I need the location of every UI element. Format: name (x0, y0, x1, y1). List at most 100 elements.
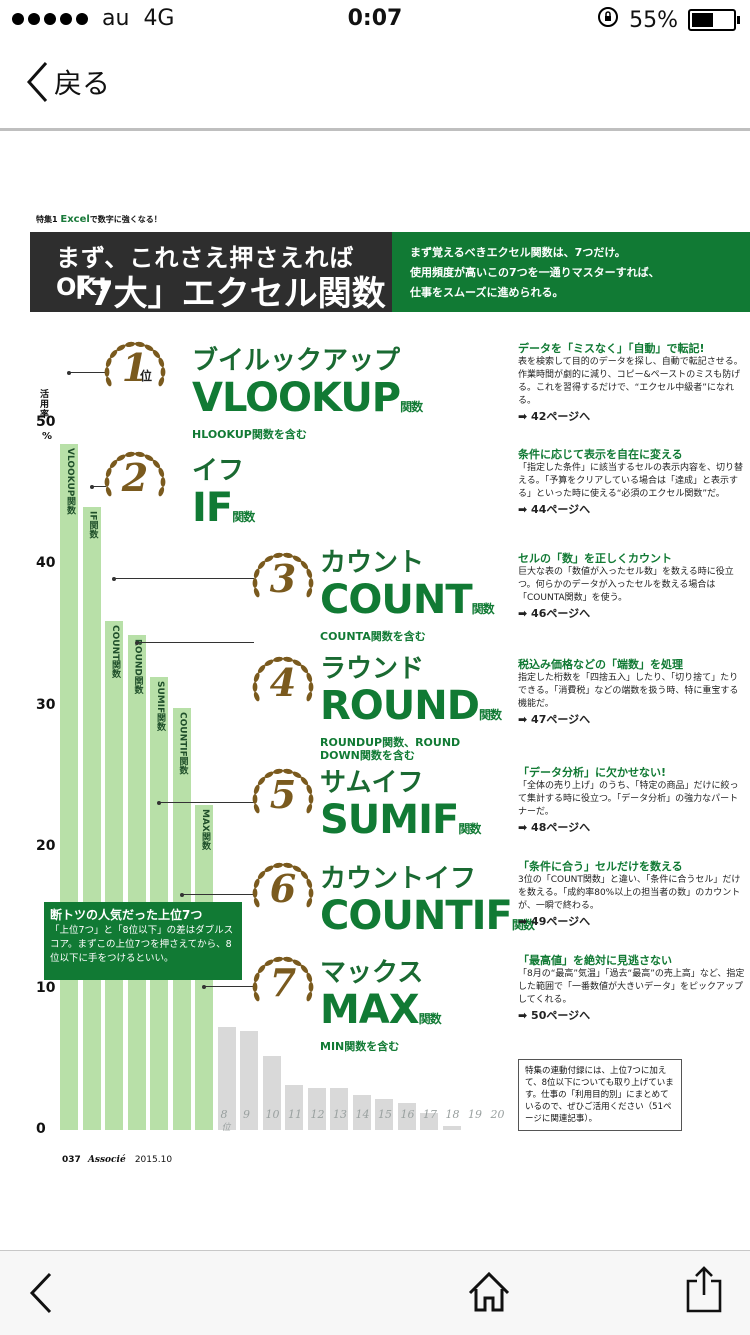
function-kana: マックス (320, 958, 424, 988)
description-heading: データを「ミスなく」「自動」で転記! (518, 342, 705, 355)
title-line-2: 「7大」エクセル関数 (56, 274, 386, 314)
function-title: マックス MAX関数 MIN関数を含む (320, 952, 480, 1053)
chart-bar (375, 1098, 393, 1130)
page-link[interactable]: ➡ 42ページへ (518, 410, 746, 423)
function-kana: カウントイフ (320, 864, 477, 894)
laurel-rank-badge: 6 (248, 858, 318, 928)
page-link[interactable]: ➡ 50ページへ (518, 1009, 746, 1022)
rank-suffix: 位 (140, 369, 153, 383)
arrow-right-icon: ➡ (518, 607, 532, 620)
chart-bar (420, 1113, 438, 1130)
arrow-right-icon: ➡ (518, 713, 532, 726)
rank-number: 6 (269, 866, 297, 911)
page-link[interactable]: ➡ 48ページへ (518, 821, 746, 834)
carrier: au (102, 6, 130, 31)
function-name: SUMIF関数 (320, 797, 481, 843)
description-heading: 「条件に合う」セルだけを数える (518, 860, 683, 873)
callout-box: 断トツの人気だった上位7つ 「上位7つ」と「8位以下」の差はダブルスコア。まずこ… (44, 902, 242, 980)
function-title: イフ IF関数 (192, 450, 255, 538)
page-link[interactable]: ➡ 46ページへ (518, 607, 746, 620)
rank-label: 20 (490, 1108, 505, 1121)
y-tick-label: 50 (36, 413, 56, 430)
function-suffix: 関数 (471, 602, 495, 616)
breadcrumb-rest: で数字に強くなる！ (89, 215, 162, 224)
magazine-page: 特集1 Excelで数字に強くなる！ まず、これさえ押さえればOK! 「7大」エ… (30, 212, 750, 1172)
function-title: サムイフ SUMIF関数 (320, 762, 481, 850)
laurel-rank-badge: 2 (100, 447, 170, 517)
back-button[interactable]: 戻る (24, 60, 110, 104)
rank-label: 9 (243, 1108, 250, 1121)
callout-title: 断トツの人気だった上位7つ (50, 908, 203, 922)
function-title: カウントイフ COUNTIF関数 (320, 858, 535, 946)
chevron-left-icon (29, 1272, 52, 1314)
chart-bar (285, 1084, 303, 1130)
page-link-label: 50ページへ (531, 1009, 591, 1022)
leader-dot (202, 984, 206, 989)
rank-label: 19 (468, 1108, 482, 1121)
function-kana: サムイフ (320, 768, 424, 798)
description-body: 表を検索して目的のデータを探し、自動で転記させる。作業時間が劇的に減り、コピー&… (518, 357, 743, 406)
function-name: ROUND関数 (320, 683, 502, 729)
battery-percent: 55% (629, 7, 678, 33)
page-link-label: 49ページへ (531, 915, 591, 928)
laurel-rank-badge: 5 (248, 764, 318, 834)
function-suffix: 関数 (458, 822, 481, 836)
function-sub: MIN関数を含む (320, 1040, 400, 1053)
leader-dot (134, 640, 139, 645)
page-link-label: 47ページへ (531, 713, 591, 726)
function-description: データを「ミスなく」「自動」で転記! 表を検索して目的のデータを探し、自動で転記さ… (518, 342, 746, 423)
chart-bar (217, 1026, 236, 1130)
function-suffix: 関数 (400, 400, 423, 414)
page-link[interactable]: ➡ 47ページへ (518, 713, 746, 726)
function-description: 税込み価格などの「端数」を処理 指定した桁数を「四捨五入」したり、「切り捨て」たり… (518, 658, 746, 726)
description-heading: 「データ分析」に欠かせない! (518, 766, 667, 779)
function-title: カウント COUNT関数 COUNTA関数を含む (320, 542, 495, 643)
description-body: 「8月の“最高”気温」「過去“最高”の売上高」など、指定した範囲で「一番数値が大… (518, 969, 745, 1005)
bottom-toolbar (0, 1250, 750, 1335)
function-suffix: 関数 (511, 918, 535, 932)
rank-label: 17 (423, 1108, 437, 1121)
leader-dot (112, 576, 116, 581)
arrow-right-icon: ➡ (518, 821, 532, 834)
leader-line (159, 802, 254, 803)
intro-banner: まず覚えるべきエクセル関数は、7つだけ。 使用頻度が高いこの7つを一通りマスター… (392, 232, 750, 312)
rank-label: 11 (288, 1108, 302, 1121)
leader-line (181, 894, 254, 895)
intro-line-1: まず覚えるべきエクセル関数は、7つだけ。 (410, 246, 626, 259)
function-description: セルの「数」を正しくカウント 巨大な表の「数値が入ったセル数」を数える時に役立つ。… (518, 552, 746, 620)
chart-bar (397, 1103, 416, 1130)
page-footer: 037 Associé 2015.10 (62, 1155, 172, 1165)
leader-line (114, 578, 254, 579)
callout-body: 「上位7つ」と「8位以下」の差はダブルスコア。まずこの上位7つを押さえてから、8… (50, 925, 234, 964)
function-kana: ブイルックアップ (192, 346, 401, 376)
rank-label: 16 (400, 1108, 415, 1121)
page-link-label: 42ページへ (531, 410, 591, 423)
status-left: au 4G (12, 6, 174, 31)
leader-line (69, 372, 106, 373)
page-link[interactable]: ➡ 49ページへ (518, 915, 746, 928)
chart-bar (60, 443, 78, 1130)
function-sub: ROUNDUP関数、ROUND DOWN関数を含む (320, 736, 461, 762)
chart-bar (127, 634, 146, 1130)
laurel-rank-badge: 4 (248, 652, 318, 722)
breadcrumb-excel: Excel (60, 214, 90, 225)
page-link-label: 44ページへ (531, 503, 591, 516)
rank-number: 2 (121, 455, 149, 500)
breadcrumb-prefix: 特集1 (36, 215, 58, 224)
share-button[interactable] (684, 1265, 724, 1319)
share-icon (686, 1266, 722, 1313)
description-body: 「指定した条件」に該当するセルの表示内容を、切り替える。「予算をクリアしている場… (518, 463, 744, 499)
chart-bar (330, 1087, 348, 1130)
home-button[interactable] (466, 1269, 512, 1319)
function-kana: イフ (192, 456, 245, 486)
description-body: 「全体の売り上げ」のうち、「特定の商品」だけに絞って集計する時に役立つ。「データ… (518, 781, 739, 817)
function-suffix: 関数 (418, 1012, 442, 1026)
back-nav-button[interactable] (26, 1271, 56, 1319)
description-heading: 「最高値」を絶対に見逃さない (518, 954, 672, 967)
rank-label: 14 (355, 1108, 370, 1121)
page-link[interactable]: ➡ 44ページへ (518, 503, 746, 516)
function-description: 「条件に合う」セルだけを数える 3位の「COUNT関数」と違い、「条件に合うセル」… (518, 860, 746, 928)
function-title: ラウンド ROUND関数 ROUNDUP関数、ROUND DOWN関数を含む (320, 648, 502, 762)
y-tick-label: 0 (36, 1121, 46, 1137)
